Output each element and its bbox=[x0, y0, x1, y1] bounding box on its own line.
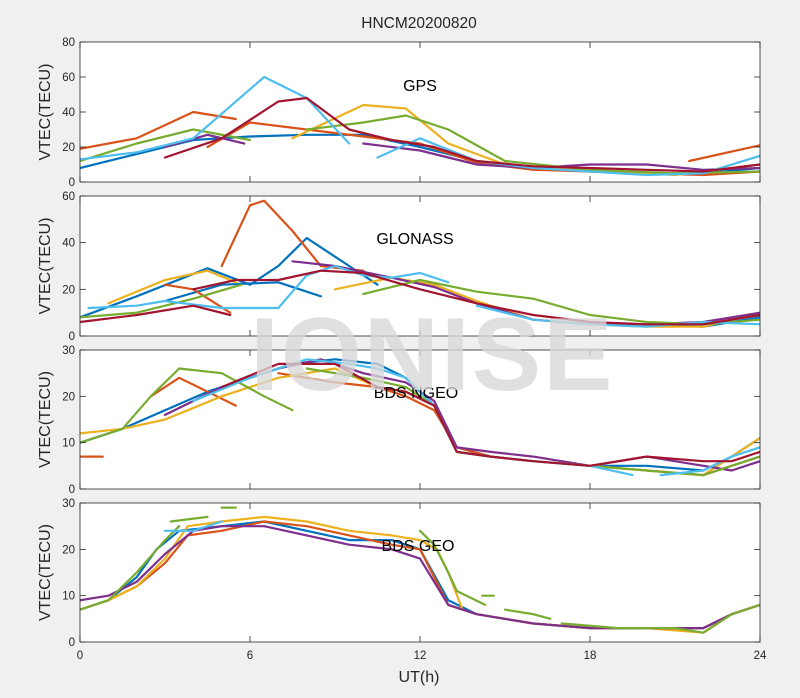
x-tick-label: 18 bbox=[584, 650, 597, 662]
series-group bbox=[80, 75, 760, 177]
y-tick-label: 80 bbox=[62, 37, 75, 49]
series-line-11 bbox=[376, 137, 760, 177]
series-line-12 bbox=[163, 520, 223, 532]
y-tick-label: 30 bbox=[62, 498, 75, 510]
panel-label: BDS GEO bbox=[382, 538, 455, 555]
y-tick-label: 0 bbox=[69, 484, 75, 496]
y-tick-label: 20 bbox=[62, 284, 75, 296]
x-tick-label: 24 bbox=[754, 650, 767, 662]
series-line-9 bbox=[80, 283, 243, 319]
panel-1: 0 20 40 60 80 VTEC(TECU) GPS bbox=[37, 37, 761, 189]
y-tick-label: 10 bbox=[62, 591, 75, 603]
series-line-13 bbox=[80, 304, 232, 324]
panel-3: 0 10 20 30 VTEC(TECU) BDS NGEO bbox=[37, 345, 761, 496]
y-tick-label: 0 bbox=[69, 177, 75, 189]
y-axis-label: VTEC(TECU) bbox=[37, 64, 54, 161]
series-line-8 bbox=[418, 529, 487, 606]
y-axis-label: VTEC(TECU) bbox=[37, 524, 54, 621]
series-line-6 bbox=[169, 515, 209, 523]
panel-label: BDS NGEO bbox=[374, 385, 458, 402]
series-line-12 bbox=[163, 96, 760, 173]
plot-area bbox=[80, 503, 760, 642]
panel-label: GPS bbox=[403, 78, 437, 95]
series-line-7 bbox=[80, 367, 294, 444]
series-group bbox=[80, 506, 760, 634]
series-line-1 bbox=[80, 236, 379, 319]
y-tick-label: 0 bbox=[69, 637, 75, 649]
series-line-2 bbox=[163, 281, 322, 303]
x-axis-label: UT(h) bbox=[399, 669, 440, 686]
plot-area bbox=[80, 196, 760, 336]
x-tick-label: 12 bbox=[414, 650, 427, 662]
series-line-10 bbox=[503, 608, 552, 620]
y-axis-label: VTEC(TECU) bbox=[37, 371, 54, 468]
series-line-11 bbox=[560, 603, 760, 634]
series-line-14 bbox=[192, 269, 760, 326]
panel-4: 0 10 20 30 0 6 12 18 24 VTEC(TECU) BDS GEO bbox=[37, 498, 767, 662]
panel-label: GLONASS bbox=[376, 231, 453, 248]
figure-title: HNCM20200820 bbox=[361, 15, 477, 32]
series-group bbox=[80, 199, 760, 328]
y-axis-label: VTEC(TECU) bbox=[37, 218, 54, 315]
series-line-2 bbox=[80, 110, 237, 150]
series-line-4 bbox=[220, 199, 365, 272]
series-line-6 bbox=[163, 133, 246, 149]
series-line-11 bbox=[220, 362, 760, 467]
panel-2: 0 20 40 60 VTEC(TECU) GLONASS bbox=[37, 191, 761, 343]
y-tick-label: 60 bbox=[62, 191, 75, 203]
series-line-10 bbox=[659, 446, 760, 477]
series-line-4 bbox=[688, 144, 760, 163]
series-group bbox=[80, 358, 760, 477]
series-line-11 bbox=[87, 264, 450, 310]
series-line-9 bbox=[305, 114, 760, 175]
y-tick-label: 20 bbox=[62, 391, 75, 403]
x-tick-label: 6 bbox=[247, 650, 253, 662]
y-tick-label: 0 bbox=[69, 331, 75, 343]
series-line-8 bbox=[80, 128, 252, 163]
series-line-6 bbox=[163, 358, 760, 472]
y-tick-label: 30 bbox=[62, 345, 75, 357]
series-line-6 bbox=[107, 269, 237, 305]
x-tick-label: 0 bbox=[77, 650, 83, 662]
y-tick-label: 10 bbox=[62, 438, 75, 450]
y-tick-label: 20 bbox=[62, 142, 75, 154]
y-tick-label: 20 bbox=[62, 544, 75, 556]
plot-area bbox=[80, 42, 760, 182]
series-line-5 bbox=[80, 525, 181, 611]
series-line-10 bbox=[80, 75, 351, 161]
y-tick-label: 60 bbox=[62, 72, 75, 84]
series-line-3 bbox=[149, 376, 237, 407]
plot-area bbox=[80, 350, 760, 489]
y-tick-label: 40 bbox=[62, 107, 75, 119]
y-tick-label: 40 bbox=[62, 238, 75, 250]
